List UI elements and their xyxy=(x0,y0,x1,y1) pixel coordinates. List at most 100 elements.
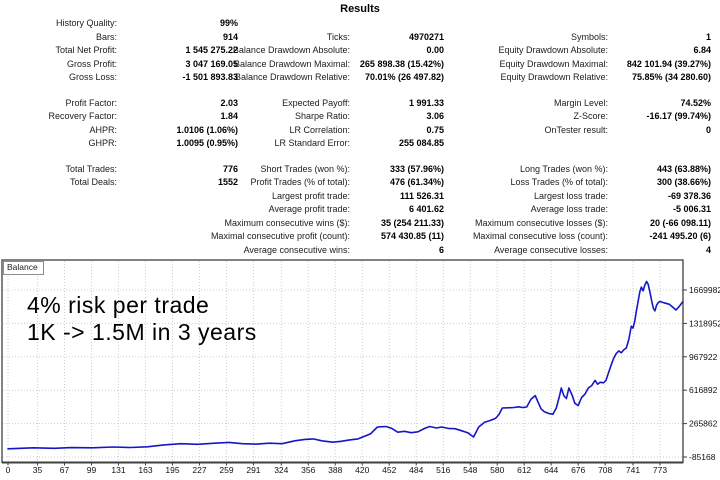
stat-value: 111 526.31 xyxy=(399,190,444,201)
stat-value: 20 (-66 098.11) xyxy=(649,217,711,228)
x-tick-label: 227 xyxy=(192,465,206,475)
x-tick-label: 195 xyxy=(165,465,179,475)
stats-row: Average consecutive wins: 6 Average consec… xyxy=(0,244,720,258)
stat-value: 99% xyxy=(219,18,238,28)
stat-value: -16.17 (99.74%) xyxy=(646,111,711,121)
x-tick-label: 67 xyxy=(60,465,70,475)
x-tick-label: 708 xyxy=(598,465,612,475)
stat-value: 6 xyxy=(438,244,444,255)
stat-value: 443 (63.88%) xyxy=(656,163,711,174)
stat-label: Expected Payoff: xyxy=(282,97,350,108)
stat-label: Total Net Profit: xyxy=(55,45,117,55)
y-tick-label: 1669982 xyxy=(689,285,720,295)
stat-value: -241 495.20 (6) xyxy=(649,231,711,241)
stat-value: -5 006.31 xyxy=(672,204,711,214)
balance-chart-panel: Balance 4% risk per trade 1K -> 1.5M in … xyxy=(0,256,720,480)
x-tick-label: 612 xyxy=(517,465,531,475)
balance-legend-label: Balance xyxy=(7,262,38,272)
stats-grid: History Quality: 99% Bars: 914 Ticks: 4970271… xyxy=(0,17,720,269)
stat-label: Margin Level: xyxy=(553,97,608,108)
stat-label: Maximal consecutive loss (count): xyxy=(472,231,608,241)
stat-value: -1 501 893.83 xyxy=(182,72,238,82)
stat-label: Maximum consecutive losses ($): xyxy=(474,217,608,228)
stat-value: 2.03 xyxy=(220,97,238,108)
stat-value: 776 xyxy=(222,163,238,174)
stat-value: 1 545 275.22 xyxy=(185,45,238,55)
stats-section: Profit Factor: 2.03 Expected Payoff: 1 991.… xyxy=(0,97,720,151)
stat-label: Total Deals: xyxy=(69,177,117,187)
stats-section: History Quality: 99% Bars: 914 Ticks: 4970271… xyxy=(0,17,720,85)
stat-label: Loss Trades (% of total): xyxy=(510,177,608,187)
x-tick-label: 99 xyxy=(87,465,97,475)
stat-value: 0.00 xyxy=(426,45,444,55)
stat-label: Profit Trades (% of total): xyxy=(250,177,350,187)
stat-value: 0 xyxy=(705,124,711,135)
stat-label: Balance Drawdown Relative: xyxy=(234,72,350,82)
stat-label: OnTester result: xyxy=(544,124,608,135)
x-tick-label: 548 xyxy=(463,465,477,475)
stat-label: Symbols: xyxy=(570,31,608,42)
stat-value: 75.85% (34 280.60) xyxy=(631,72,711,82)
stat-label: Equity Drawdown Maximal: xyxy=(499,58,608,69)
y-tick-label: 1318952 xyxy=(689,318,720,328)
chart-annotation: 4% risk per trade 1K -> 1.5M in 3 years xyxy=(27,292,257,346)
stats-row: Total Deals: 1552 Profit Trades (% of tota… xyxy=(0,176,720,190)
stat-label: Long Trades (won %): xyxy=(519,163,608,174)
stat-label: Equity Drawdown Absolute: xyxy=(498,45,608,55)
stat-label: Average consecutive wins: xyxy=(243,244,350,255)
stat-label: Largest loss trade: xyxy=(533,190,608,201)
stat-value: 70.01% (26 497.82) xyxy=(364,72,444,82)
stat-label: Recovery Factor: xyxy=(48,111,117,121)
x-tick-label: 580 xyxy=(490,465,504,475)
stat-label: Largest profit trade: xyxy=(271,190,350,201)
stat-value: 265 898.38 (15.42%) xyxy=(359,58,444,69)
stat-value: 1 991.33 xyxy=(408,97,444,108)
stat-label: Maximal consecutive profit (count): xyxy=(210,231,350,241)
x-tick-label: 420 xyxy=(355,465,369,475)
stats-row: Average profit trade: 6 401.62 Average los… xyxy=(0,203,720,217)
stat-label: Bars: xyxy=(95,31,117,42)
stat-value: 74.52% xyxy=(680,97,711,108)
stat-value: 3 047 169.05 xyxy=(185,58,238,69)
stat-label: Equity Drawdown Relative: xyxy=(500,72,608,82)
x-tick-label: 741 xyxy=(626,465,640,475)
stat-label: Gross Loss: xyxy=(68,72,117,82)
stat-value: 1.0095 (0.95%) xyxy=(176,138,238,148)
stat-label: Average profit trade: xyxy=(268,204,350,214)
stat-value: 476 (61.34%) xyxy=(389,177,444,187)
stats-row: Recovery Factor: 1.84 Sharpe Ratio: 3.06 Z-S… xyxy=(0,110,720,124)
stat-label: Balance Drawdown Maximal: xyxy=(233,58,350,69)
stat-value: 333 (57.96%) xyxy=(389,163,444,174)
chart-canvas[interactable]: 0 35 67 99 131 163 195 227 259 291 324 356 388 420 452… xyxy=(0,256,720,480)
page-title: Results xyxy=(340,3,380,15)
stat-value: 6 401.62 xyxy=(408,204,444,214)
stat-label: GHPR: xyxy=(88,138,117,148)
stat-label: Maximum consecutive wins ($): xyxy=(224,217,350,228)
stats-row: Bars: 914 Ticks: 4970271 Symbols: 1 xyxy=(0,31,720,45)
stats-row: Total Trades: 776 Short Trades (won %): 333… xyxy=(0,163,720,177)
x-tick-label: 644 xyxy=(544,465,558,475)
x-tick-label: 163 xyxy=(138,465,152,475)
stat-label: Short Trades (won %): xyxy=(260,163,350,174)
stat-value: 842 101.94 (39.27%) xyxy=(626,58,711,69)
y-tick-label: 616892 xyxy=(689,385,718,395)
annotation-line-1: 4% risk per trade xyxy=(27,292,210,318)
stats-row: Largest profit trade: 111 526.31 Largest l… xyxy=(0,190,720,204)
x-tick-label: 259 xyxy=(219,465,233,475)
stat-label: LR Standard Error: xyxy=(274,138,350,148)
stats-row: Profit Factor: 2.03 Expected Payoff: 1 991.… xyxy=(0,97,720,111)
stat-label: Sharpe Ratio: xyxy=(294,111,350,121)
stat-label: Gross Profit: xyxy=(66,58,117,69)
stat-value: 300 (38.66%) xyxy=(656,177,711,187)
stats-row: Gross Loss: -1 501 893.83 Balance Drawdown… xyxy=(0,71,720,85)
x-tick-label: 131 xyxy=(111,465,125,475)
stats-row: Gross Profit: 3 047 169.05 Balance Drawdow… xyxy=(0,58,720,72)
y-tick-label: 967922 xyxy=(689,352,718,362)
x-tick-label: 516 xyxy=(436,465,450,475)
stats-row: GHPR: 1.0095 (0.95%) LR Standard Error: 255… xyxy=(0,137,720,151)
stat-value: 255 084.85 xyxy=(398,138,444,148)
stats-row: Maximum consecutive wins ($): 35 (254 211… xyxy=(0,217,720,231)
stats-row: AHPR: 1.0106 (1.06%) LR Correlation: 0.75 On… xyxy=(0,124,720,138)
stat-value: 574 430.85 (11) xyxy=(380,231,444,241)
